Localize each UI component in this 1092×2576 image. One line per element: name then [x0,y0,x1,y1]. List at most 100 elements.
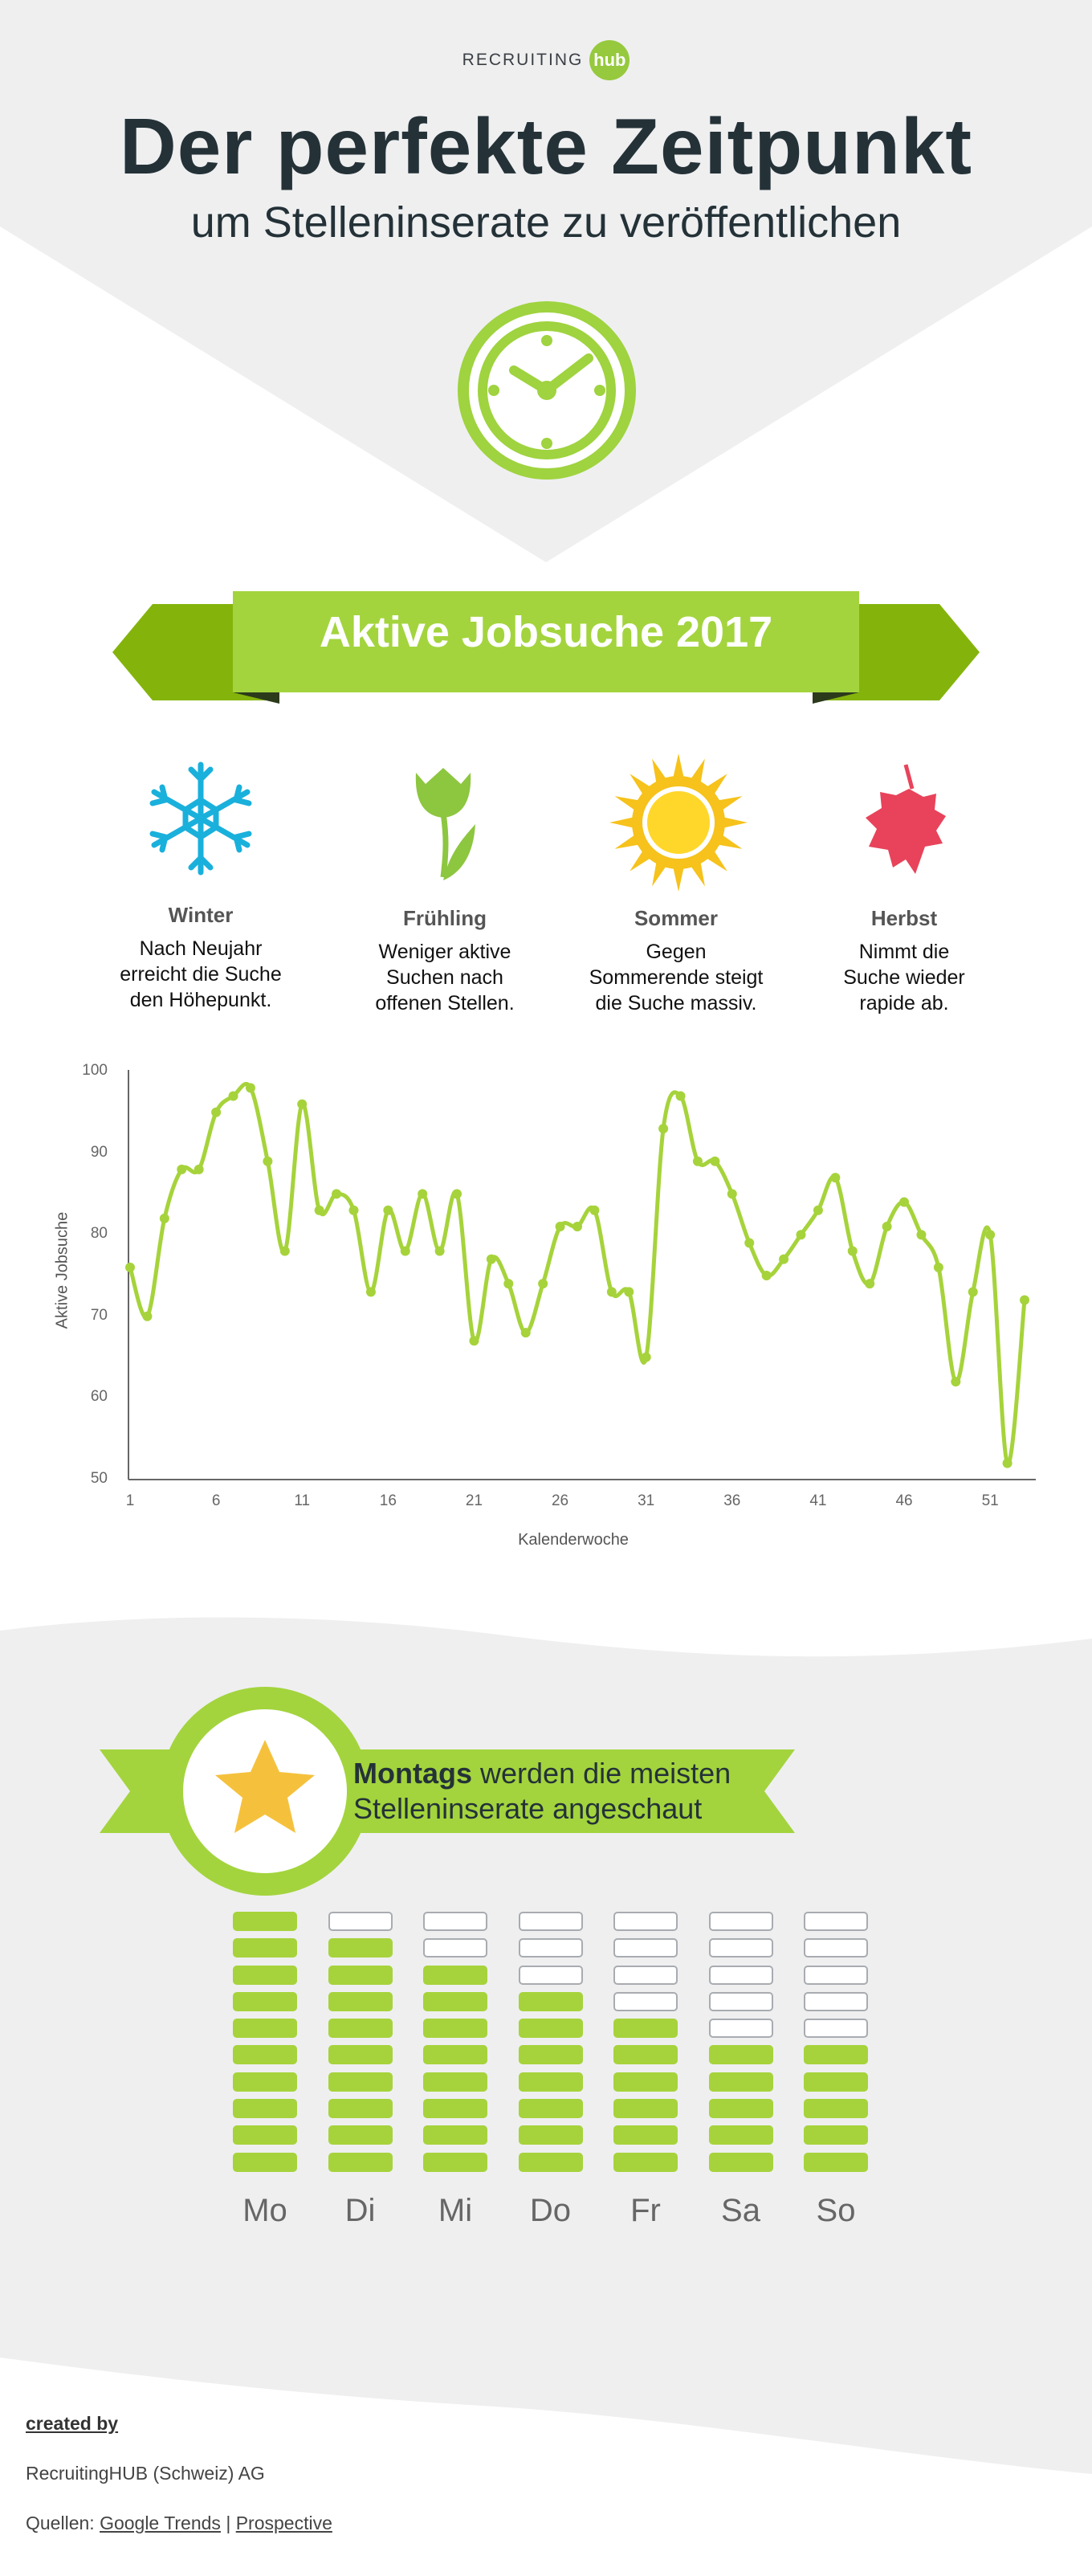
sun-icon [609,753,748,892]
created-by-label: created by [26,2413,119,2434]
y-tick-label: 100 [82,1062,108,1079]
bar-cell-empty [423,1938,487,1958]
data-point [245,1083,255,1093]
bar-cell-empty [423,1912,487,1931]
data-point [813,1205,823,1215]
bar-cell-empty [518,1938,583,1958]
data-point [1020,1295,1029,1305]
x-tick-label: 16 [379,1492,397,1509]
data-point [916,1230,927,1240]
bar-cell-filled [233,2072,297,2092]
bar-cell-filled [518,2019,583,2039]
sources-line: Quellen: Google Trends | Prospective [26,2513,332,2534]
bar-cell-filled [423,2045,487,2065]
bar-cell-filled [233,2125,297,2145]
data-point [177,1164,187,1174]
bar-cell-filled [804,2072,868,2092]
source-link-google-trends[interactable]: Google Trends [100,2513,221,2533]
page-subtitle: um Stelleninserate zu veröffentlichen [190,198,902,247]
x-tick-label: 41 [809,1492,827,1509]
data-point [332,1189,342,1199]
bar-cell-filled [423,2099,487,2119]
section-title: Aktive Jobsuche 2017 [319,608,773,656]
day-label: Mi [438,2193,473,2228]
page-title: Der perfekte Zeitpunkt [119,102,973,190]
season-desc: Weniger aktive Suchen nach offenen Stell… [340,939,549,1016]
bar-cell-filled [328,1991,393,2011]
brand-text: RECRUITING [462,51,584,69]
bar-cell-filled [613,2099,678,2119]
data-point [624,1287,634,1297]
data-point [692,1156,703,1166]
data-point [985,1230,996,1240]
data-point [761,1271,772,1280]
bar-cell-empty [613,1965,678,1985]
source-link-prospective[interactable]: Prospective [235,2513,332,2533]
season-desc: Nimmt die Suche wieder rapide ab. [800,939,1008,1016]
ribbon-bold: Montags [353,1757,472,1790]
day-label: Sa [721,2193,760,2228]
data-point [314,1205,324,1215]
season-desc-line: Suche wieder [843,966,965,989]
bar-cell-filled [233,2045,297,2065]
monday-ribbon-text: Montags werden die meisten Stelleninsera… [353,1756,731,1827]
bar-cell-filled [423,1991,487,2011]
season-desc-line: die Suche massiv. [595,992,757,1014]
day-label: Do [529,2193,572,2228]
bar-cell-filled [233,2019,297,2039]
bar-cell-empty [708,1912,773,1931]
data-point [400,1246,410,1256]
bar-cell-filled [233,1938,297,1958]
bar-cell-empty [804,1991,868,2011]
day-column [518,1912,583,2179]
data-point [847,1246,858,1256]
x-tick-label: 6 [211,1492,221,1509]
bar-cell-filled [518,2152,583,2172]
data-point [383,1205,393,1215]
day-label: Fr [630,2193,661,2228]
line-chart [125,1070,1036,1480]
x-tick-label: 36 [723,1492,741,1509]
x-tick-label: 51 [981,1492,999,1509]
data-point [538,1279,548,1289]
bar-cell-filled [423,2152,487,2172]
data-point [279,1246,290,1256]
season-name: Winter [168,903,234,927]
season-winter: Winter Nach Neujahr erreicht die Suche d… [96,903,305,1013]
data-point [159,1213,169,1223]
bar-cell-filled [518,2099,583,2119]
season-name: Sommer [634,906,719,930]
bar-cell-filled [708,2152,773,2172]
y-tick-label: 80 [90,1225,108,1243]
section-ribbon [112,591,980,704]
bar-cell-empty [613,1938,678,1958]
bar-cell-filled [328,2152,393,2172]
bar-cell-filled [328,2099,393,2119]
bar-cell-filled [804,2152,868,2172]
data-point [142,1311,153,1321]
season-desc: Gegen Sommerende steigt die Suche massiv… [572,939,780,1016]
season-desc-line: offenen Stellen. [375,992,515,1014]
y-tick-label: 70 [90,1306,108,1324]
bar-cell-empty [804,1965,868,1985]
x-tick-label: 11 [294,1492,311,1509]
data-point [555,1222,565,1232]
data-point [658,1124,669,1134]
bar-cell-filled [518,2045,583,2065]
data-point [503,1279,514,1289]
bar-cell-empty [518,1912,583,1931]
bar-cell-empty [804,2019,868,2039]
bar-cell-filled [328,2045,393,2065]
sources-label: Quellen: [26,2513,95,2533]
bar-cell-filled [328,1938,393,1958]
bar-cell-filled [233,1991,297,2011]
day-column [423,1912,487,2179]
data-point [796,1230,806,1240]
x-tick-label: 1 [125,1492,135,1509]
season-desc-line: Nach Neujahr [139,937,263,960]
data-point [228,1091,238,1101]
x-tick-label: 21 [465,1492,483,1509]
bar-cell-filled [328,2072,393,2092]
brand-logo[interactable]: RECRUITING hub [0,40,1092,80]
